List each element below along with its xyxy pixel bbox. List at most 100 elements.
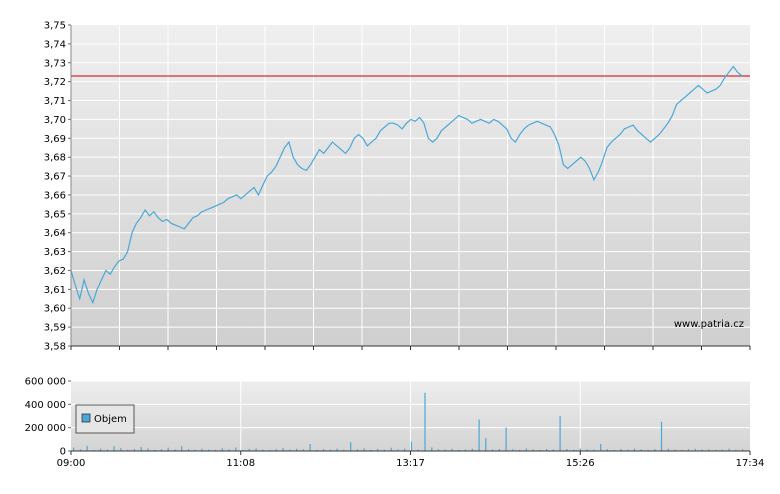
volume-bar xyxy=(512,449,514,452)
volume-bar xyxy=(687,449,690,452)
volume-bar xyxy=(235,447,237,451)
volume-bar xyxy=(681,449,683,451)
volume-x-tick-label: 13:17 xyxy=(396,458,425,469)
volume-bar xyxy=(579,448,581,451)
price-y-tick-label: 3,72 xyxy=(44,77,66,88)
volume-bar xyxy=(647,449,649,451)
volume-bar xyxy=(397,449,399,452)
watermark: www.patria.cz xyxy=(674,319,744,330)
volume-bar xyxy=(309,444,311,451)
volume-bar xyxy=(289,449,291,451)
price-y-tick-label: 3,71 xyxy=(44,96,66,107)
volume-bar xyxy=(627,449,629,451)
volume-bar xyxy=(525,448,527,451)
volume-bar xyxy=(356,449,358,451)
volume-bar xyxy=(323,449,325,451)
volume-bar xyxy=(248,448,250,451)
price-y-axis: 3,58 3,59 3,60 3,61 3,62 3,63 3,64 3,65 3,66 3,67… xyxy=(44,21,71,353)
volume-bar xyxy=(674,449,676,451)
price-y-tick-label: 3,69 xyxy=(44,134,66,145)
volume-bar xyxy=(228,449,230,451)
volume-bar xyxy=(485,438,487,451)
volume-bar xyxy=(424,392,426,451)
volume-bar xyxy=(437,449,440,452)
price-y-tick-label: 3,65 xyxy=(44,209,66,220)
volume-bar xyxy=(282,448,284,451)
volume-bar xyxy=(701,449,703,451)
volume-bar xyxy=(559,416,561,451)
volume-bar xyxy=(100,448,102,451)
legend-swatch xyxy=(81,413,91,423)
price-x-axis xyxy=(70,346,751,350)
volume-bar xyxy=(620,448,622,451)
volume-bar xyxy=(471,448,473,451)
volume-bar xyxy=(221,448,223,451)
price-y-tick-label: 3,67 xyxy=(44,172,66,183)
volume-bar xyxy=(721,449,723,451)
volume-bar xyxy=(329,449,331,451)
volume-bar xyxy=(262,449,264,451)
volume-x-tick-label: 15:26 xyxy=(566,458,595,469)
price-y-tick-label: 3,61 xyxy=(44,285,66,296)
volume-y-tick-label: 200 000 xyxy=(25,423,66,434)
volume-bar xyxy=(708,449,710,451)
volume-bar xyxy=(363,448,365,451)
volume-bar xyxy=(106,449,108,451)
volume-bar xyxy=(201,448,203,451)
price-y-tick-label: 3,60 xyxy=(44,304,66,315)
price-y-tick-label: 3,62 xyxy=(44,266,66,277)
volume-bar xyxy=(343,449,345,451)
volume-bars xyxy=(73,392,744,452)
volume-y-tick-label: 400 000 xyxy=(25,400,66,411)
price-y-tick-label: 3,64 xyxy=(44,228,66,239)
volume-y-tick-label: 0 xyxy=(60,447,66,458)
price-y-tick-label: 3,63 xyxy=(44,247,66,258)
volume-bar xyxy=(147,448,149,451)
volume-bar xyxy=(383,449,385,451)
volume-bar xyxy=(79,449,81,452)
volume-bar xyxy=(181,446,183,451)
volume-bar xyxy=(417,449,419,451)
volume-bar xyxy=(86,445,88,452)
volume-bar xyxy=(160,449,162,452)
volume-bar xyxy=(735,449,737,451)
price-grid xyxy=(71,25,750,346)
price-y-tick-label: 3,70 xyxy=(44,115,66,126)
volume-bar xyxy=(532,449,534,451)
volume-bar xyxy=(566,449,568,451)
volume-bar xyxy=(573,449,575,451)
volume-bar xyxy=(187,449,190,451)
volume-bar xyxy=(715,449,717,451)
volume-bar xyxy=(451,448,453,451)
volume-bar xyxy=(140,446,142,451)
volume-bar xyxy=(633,448,636,451)
volume-bar xyxy=(593,449,595,451)
volume-bar xyxy=(296,448,298,451)
volume-bar xyxy=(336,448,338,451)
volume-bar xyxy=(519,449,521,451)
volume-bar xyxy=(154,449,156,451)
volume-bar xyxy=(552,449,554,451)
volume-bar xyxy=(498,448,500,451)
volume-bar xyxy=(174,449,176,451)
volume-bar xyxy=(586,449,588,451)
volume-bar xyxy=(492,449,494,451)
volume-bar xyxy=(606,449,608,452)
volume-bar xyxy=(133,448,135,451)
price-y-tick-label: 3,73 xyxy=(44,58,66,69)
volume-bar xyxy=(640,449,642,451)
volume-bar xyxy=(275,449,277,452)
volume-bar xyxy=(546,448,548,451)
volume-bar xyxy=(694,448,696,451)
volume-y-tick-label: 600 000 xyxy=(25,377,66,388)
legend: Objem xyxy=(75,404,135,434)
volume-bar xyxy=(667,448,669,451)
volume-bar xyxy=(390,447,392,451)
volume-bar xyxy=(167,447,169,451)
volume-bar xyxy=(113,446,115,451)
volume-bar xyxy=(127,449,129,451)
volume-bar xyxy=(73,447,75,451)
volume-x-tick-label: 11:08 xyxy=(226,458,255,469)
